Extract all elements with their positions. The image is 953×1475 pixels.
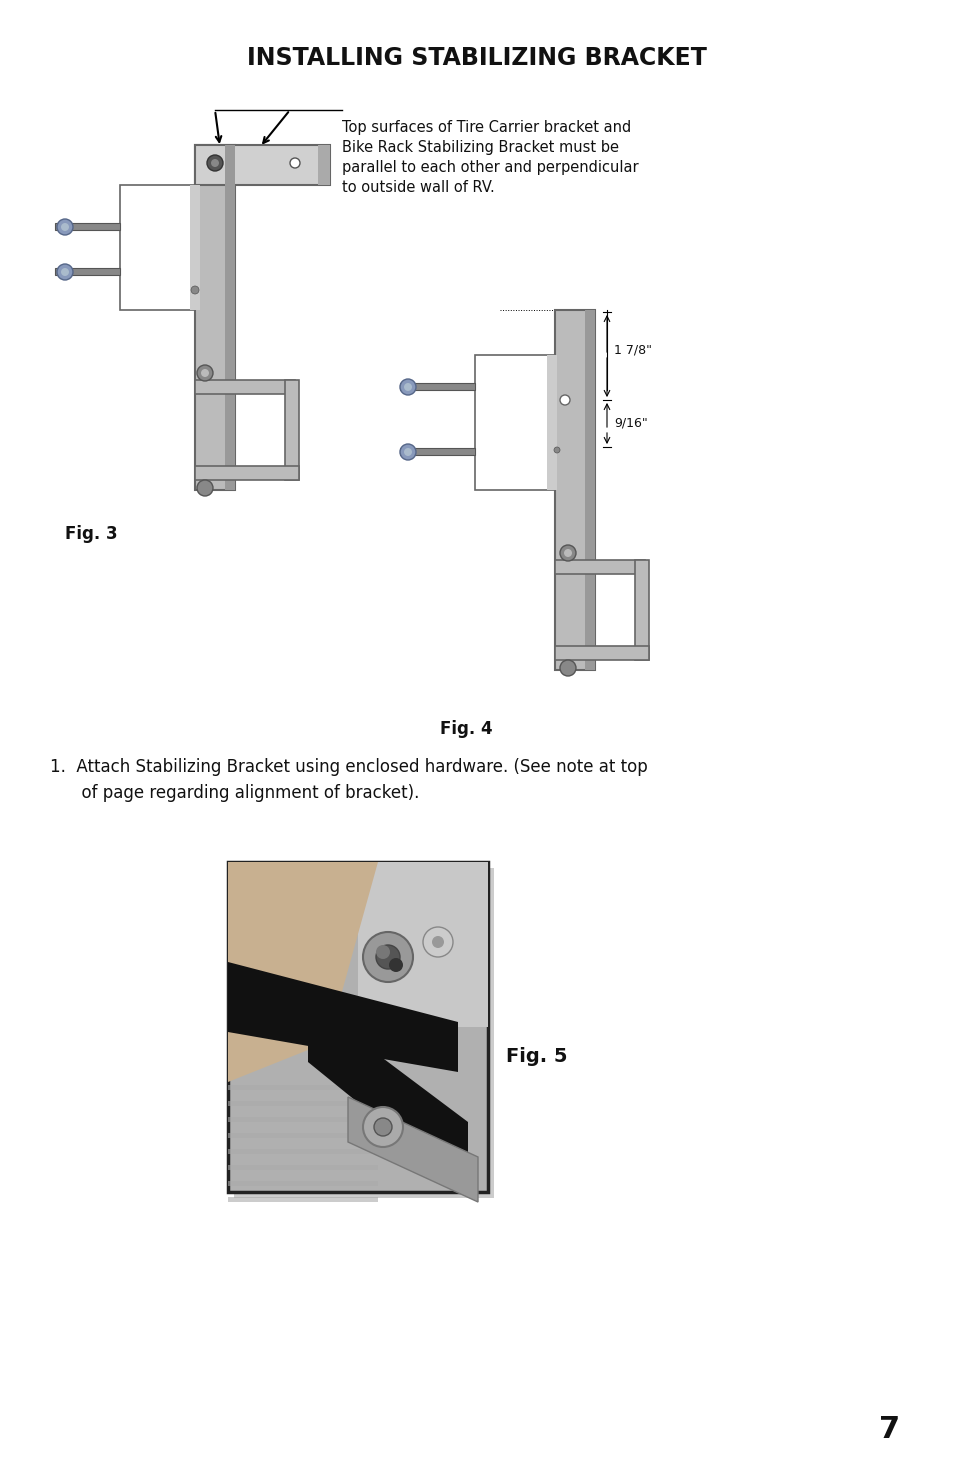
Text: Fig. 3: Fig. 3 bbox=[65, 525, 117, 543]
Circle shape bbox=[375, 945, 390, 959]
Circle shape bbox=[399, 379, 416, 395]
Bar bbox=[228, 1198, 377, 1202]
Circle shape bbox=[422, 926, 453, 957]
Bar bbox=[194, 145, 330, 184]
Text: of page regarding alignment of bracket).: of page regarding alignment of bracket). bbox=[50, 785, 419, 802]
Bar bbox=[555, 560, 644, 574]
Polygon shape bbox=[348, 1097, 477, 1202]
Bar bbox=[635, 560, 648, 659]
Circle shape bbox=[61, 223, 69, 232]
Text: INSTALLING STABILIZING BRACKET: INSTALLING STABILIZING BRACKET bbox=[247, 46, 706, 69]
Text: to outside wall of RV.: to outside wall of RV. bbox=[341, 180, 495, 195]
Bar bbox=[228, 1117, 377, 1122]
Text: parallel to each other and perpendicular: parallel to each other and perpendicular bbox=[341, 159, 638, 176]
Circle shape bbox=[563, 549, 572, 558]
Bar bbox=[228, 1133, 377, 1139]
Text: 1 7/8": 1 7/8" bbox=[614, 344, 651, 357]
Bar bbox=[399, 384, 475, 389]
Circle shape bbox=[554, 447, 559, 453]
Bar bbox=[228, 1165, 377, 1170]
Bar bbox=[55, 268, 120, 274]
Bar bbox=[475, 355, 557, 490]
Polygon shape bbox=[228, 962, 457, 1072]
Bar bbox=[357, 861, 488, 1027]
Circle shape bbox=[207, 155, 223, 171]
Circle shape bbox=[363, 932, 413, 982]
Circle shape bbox=[61, 268, 69, 276]
Bar bbox=[233, 867, 494, 1198]
Text: Top surfaces of Tire Carrier bracket and: Top surfaces of Tire Carrier bracket and bbox=[341, 119, 631, 136]
Bar bbox=[120, 184, 200, 310]
Bar bbox=[555, 310, 595, 670]
Polygon shape bbox=[228, 861, 377, 1083]
Circle shape bbox=[559, 395, 569, 406]
Bar bbox=[194, 145, 234, 490]
Bar bbox=[190, 184, 200, 310]
Bar bbox=[555, 646, 648, 659]
Bar bbox=[194, 466, 298, 479]
Circle shape bbox=[201, 369, 209, 378]
Bar bbox=[194, 381, 294, 394]
Circle shape bbox=[290, 158, 299, 168]
Circle shape bbox=[57, 264, 73, 280]
Circle shape bbox=[211, 159, 219, 167]
Circle shape bbox=[196, 364, 213, 381]
Bar bbox=[228, 1100, 377, 1106]
Text: 1.  Attach Stabilizing Bracket using enclosed hardware. (See note at top: 1. Attach Stabilizing Bracket using encl… bbox=[50, 758, 647, 776]
Text: Bike Rack Stabilizing Bracket must be: Bike Rack Stabilizing Bracket must be bbox=[341, 140, 618, 155]
Bar bbox=[317, 145, 330, 184]
Circle shape bbox=[399, 444, 416, 460]
Text: Fig. 5: Fig. 5 bbox=[505, 1047, 567, 1066]
Bar bbox=[228, 1181, 377, 1186]
Circle shape bbox=[403, 384, 412, 391]
Circle shape bbox=[559, 659, 576, 676]
Bar bbox=[228, 1086, 377, 1090]
Circle shape bbox=[403, 448, 412, 456]
Text: Fig. 4: Fig. 4 bbox=[439, 720, 492, 738]
Circle shape bbox=[375, 945, 399, 969]
Circle shape bbox=[374, 1118, 392, 1136]
Bar bbox=[285, 381, 298, 479]
Text: 7: 7 bbox=[879, 1416, 900, 1444]
Bar bbox=[228, 861, 488, 1192]
Bar bbox=[546, 355, 557, 490]
Bar bbox=[228, 1149, 377, 1153]
Bar bbox=[399, 448, 475, 454]
Circle shape bbox=[57, 218, 73, 235]
Circle shape bbox=[196, 479, 213, 496]
Circle shape bbox=[559, 544, 576, 560]
Bar bbox=[225, 145, 234, 490]
Text: 9/16": 9/16" bbox=[614, 416, 647, 429]
Polygon shape bbox=[308, 1002, 468, 1192]
Bar bbox=[584, 310, 595, 670]
Bar bbox=[55, 223, 120, 230]
Circle shape bbox=[432, 937, 443, 948]
Circle shape bbox=[389, 957, 402, 972]
Circle shape bbox=[363, 1108, 402, 1148]
Circle shape bbox=[191, 286, 199, 294]
